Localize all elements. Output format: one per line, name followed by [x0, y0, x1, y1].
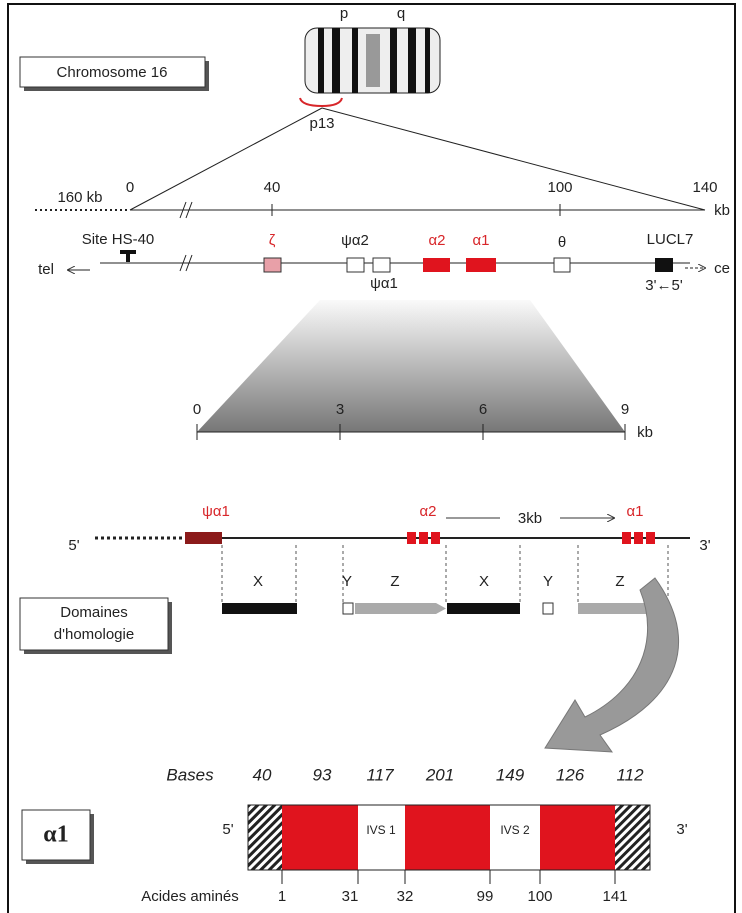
intron [358, 805, 405, 870]
gene-label: ζ [269, 232, 276, 249]
break-mark [180, 202, 192, 271]
aa-number: 32 [397, 888, 414, 905]
exon [405, 805, 490, 870]
scale-unit: kb [714, 202, 730, 219]
orientation-label: 3'←5' [645, 277, 683, 294]
site-mark [120, 252, 136, 262]
gene-label: α2 [428, 232, 445, 249]
spacing-label: 3kb [518, 510, 542, 527]
arm-label: p [340, 5, 348, 22]
base-count: 201 [425, 765, 454, 784]
domain-y [343, 603, 353, 614]
gene-box [347, 258, 364, 272]
aa-number: 1 [278, 888, 286, 905]
gene-box [264, 258, 281, 272]
scale-tick-label: 100 [547, 179, 572, 196]
homology-label: d'homologie [54, 626, 134, 643]
site-label: Site HS-40 [82, 231, 155, 248]
gene-label: θ [558, 234, 566, 251]
three-prime: 3' [676, 821, 687, 838]
diagram: Chromosome 16 p q p13 160 kb 0 40 100 14… [0, 0, 742, 913]
aa-number: 141 [602, 888, 627, 905]
exon [282, 805, 358, 870]
aa-number: 31 [342, 888, 359, 905]
five-prime: 5' [222, 821, 233, 838]
domain-z [355, 603, 446, 614]
detail-tick-label: 6 [479, 401, 487, 418]
domain-guides [222, 545, 668, 603]
utr [248, 805, 282, 870]
homology-label: Domaines [60, 604, 128, 621]
aa-number: 99 [477, 888, 494, 905]
five-prime: 5' [68, 537, 79, 554]
arm-label: q [397, 5, 405, 22]
detail-tick-label: 0 [193, 401, 201, 418]
gene-label: ψα2 [341, 232, 369, 249]
domain-x [447, 603, 520, 614]
intron-label: IVS 2 [500, 823, 530, 837]
domain-x [222, 603, 297, 614]
aa-label: Acides aminés [141, 888, 239, 905]
base-count: 149 [496, 765, 525, 784]
chromosome-label: Chromosome 16 [57, 64, 168, 81]
intron [490, 805, 540, 870]
scale-tick-label: 0 [126, 179, 134, 196]
scale-tick-label: 40 [264, 179, 281, 196]
gene-label: ψα1 [370, 275, 398, 292]
band-label: p13 [309, 115, 334, 132]
domain-y [543, 603, 553, 614]
gene-box [423, 258, 450, 272]
gene-label: ψα1 [202, 503, 230, 520]
bases-label: Bases [166, 765, 214, 784]
domain-label: Z [615, 573, 624, 590]
domain-label: X [479, 573, 489, 590]
telomere-label: tel [38, 261, 54, 278]
gene-label: LUCL7 [647, 231, 694, 248]
exon [540, 805, 615, 870]
scale-tick-label: 140 [692, 179, 717, 196]
gene-label: α1 [472, 232, 489, 249]
detail-tick-label: 9 [621, 401, 629, 418]
gene-label: α1 [626, 503, 643, 520]
base-count: 126 [556, 765, 585, 784]
zoom-lines [130, 108, 705, 210]
domain-label: Y [543, 573, 553, 590]
gene-label: α2 [419, 503, 436, 520]
domain-label: Z [390, 573, 399, 590]
three-prime: 3' [699, 537, 710, 554]
page: Chromosome 16 p q p13 160 kb 0 40 100 14… [0, 0, 742, 913]
centromere-label: ce [714, 260, 730, 277]
intron-label: IVS 1 [366, 823, 396, 837]
aa-ticks [282, 870, 615, 884]
base-count: 40 [253, 765, 272, 784]
base-count: 93 [313, 765, 332, 784]
aa-number: 100 [527, 888, 552, 905]
scale-extension-label: 160 kb [57, 189, 102, 206]
pseudogene [185, 532, 222, 544]
chromosome-bands [318, 28, 430, 93]
gene-box [554, 258, 570, 272]
detail-unit: kb [637, 424, 653, 441]
base-count: 112 [616, 765, 644, 784]
domain-label: Y [342, 573, 352, 590]
gene-box [373, 258, 390, 272]
detail-tick-label: 3 [336, 401, 344, 418]
band-bracket [300, 98, 342, 106]
gene-box [466, 258, 496, 272]
zoom-trapezoid [197, 300, 625, 432]
gene-name: α1 [43, 822, 68, 848]
base-count: 117 [366, 765, 394, 784]
gene-box [655, 258, 673, 272]
utr [615, 805, 650, 870]
domain-label: X [253, 573, 263, 590]
